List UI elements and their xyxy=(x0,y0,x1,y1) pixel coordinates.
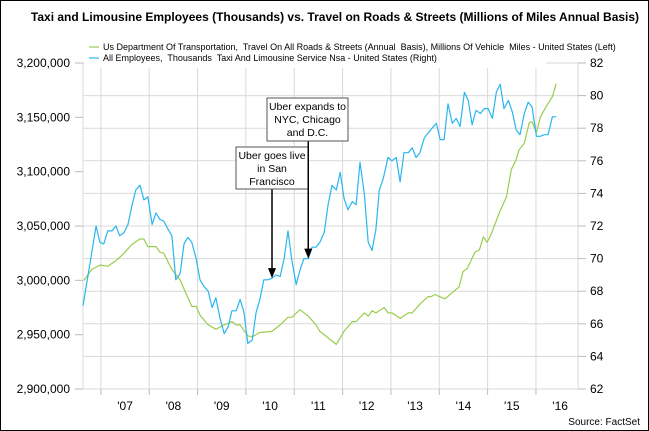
y-right-tick-label: 82 xyxy=(590,56,604,70)
annotation-arrowhead xyxy=(304,248,313,259)
y-right-tick-label: 74 xyxy=(590,186,604,200)
axes: 2,900,000 2,950,000 3,000,000 3,050,000 3,10… xyxy=(17,56,604,413)
y-left-tick-label: 2,900,000 xyxy=(17,382,71,396)
legend-background xyxy=(84,38,546,68)
source-label: Source: FactSet xyxy=(568,417,640,428)
annotation-box xyxy=(266,97,349,142)
x-tick-label: '09 xyxy=(214,399,230,413)
annotation-box xyxy=(235,146,309,190)
y-right-tick-label: 72 xyxy=(590,219,604,233)
legend-label-employees: All Employees, Thousands Taxi And Limous… xyxy=(103,53,437,63)
y-right-tick-label: 62 xyxy=(590,382,604,396)
annotation-text: Uber expands to xyxy=(269,101,346,113)
y-right-tick-label: 80 xyxy=(590,89,604,103)
y-left-tick-label: 2,950,000 xyxy=(17,328,71,342)
legend: Us Department Of Transportation, Travel … xyxy=(84,38,616,68)
x-tick-label: '08 xyxy=(166,399,182,413)
x-tick-label: '13 xyxy=(407,399,423,413)
y-left-tick-label: 3,050,000 xyxy=(17,219,71,233)
x-tick-label: '14 xyxy=(456,399,472,413)
x-tick-label: '16 xyxy=(552,399,568,413)
y-left-tick-label: 3,150,000 xyxy=(17,110,71,124)
legend-label-travel: Us Department Of Transportation, Travel … xyxy=(103,42,616,52)
y-right-tick-label: 78 xyxy=(590,121,604,135)
series-line-travel xyxy=(83,83,557,345)
annotation-text: Francisco xyxy=(249,176,295,188)
y-right-tick-label: 76 xyxy=(590,154,604,168)
annotation-text: and D.C. xyxy=(287,127,328,139)
x-tick-label: '11 xyxy=(311,399,326,413)
y-right-tick-label: 68 xyxy=(590,284,604,298)
y-left-tick-label: 3,200,000 xyxy=(17,56,71,70)
annotation-arrowhead xyxy=(268,268,277,279)
x-tick-label: '12 xyxy=(359,399,375,413)
series-line-employees xyxy=(82,83,557,344)
y-left-tick-label: 3,100,000 xyxy=(17,165,71,179)
y-right-tick-label: 70 xyxy=(590,252,604,266)
y-right-tick-label: 64 xyxy=(590,349,604,363)
annotation-text: NYC, Chicago xyxy=(274,114,341,126)
y-left-tick-label: 3,000,000 xyxy=(17,273,71,287)
chart-title: Taxi and Limousine Employees (Thousands)… xyxy=(31,10,639,24)
annotation-text: Uber goes live xyxy=(238,150,305,162)
x-tick-label: '07 xyxy=(117,399,133,413)
annotation-text: in San xyxy=(257,163,287,175)
series-lines xyxy=(82,83,557,345)
x-tick-label: '15 xyxy=(504,399,520,413)
y-right-tick-label: 66 xyxy=(590,317,604,331)
x-tick-label: '10 xyxy=(262,399,278,413)
